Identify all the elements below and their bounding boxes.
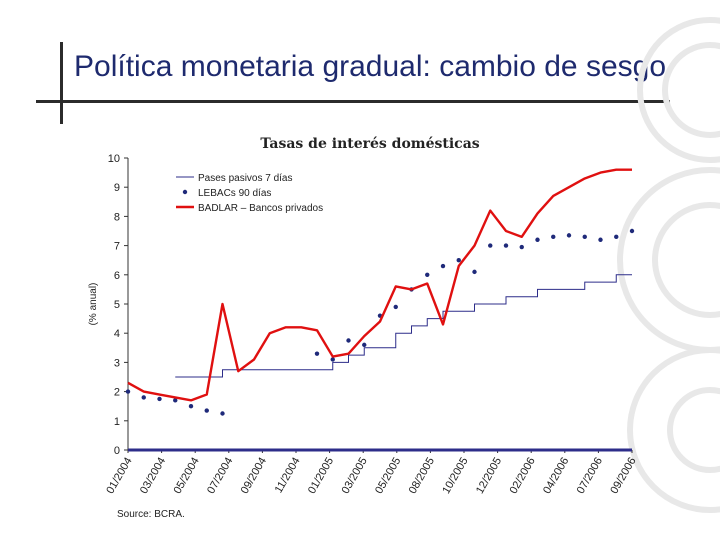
lebacs-90-dias-point [188, 404, 194, 409]
x-tick-label: 12/2005 [474, 456, 504, 496]
lebacs-90-dias-point [204, 408, 209, 413]
lebacs-90-dias-point [362, 342, 367, 348]
lebacs-90-dias-point [346, 338, 351, 343]
x-tick-label: 07/2006 [575, 456, 605, 496]
legend-label: LEBACs 90 días [198, 188, 271, 199]
x-tick-label: 09/2004 [239, 456, 269, 496]
bcra-emblem-watermark [617, 17, 720, 513]
lebacs-90-dias-point [330, 357, 335, 362]
lebacs-90-dias-point [125, 389, 131, 394]
badlar-bancos-privados-line [127, 168, 632, 402]
y-tick-label: 3 [114, 357, 120, 369]
lebacs-90-dias-point [629, 228, 635, 234]
y-tick-label: 10 [108, 153, 120, 165]
y-tick-label: 8 [114, 211, 120, 223]
lebacs-90-dias-point [456, 258, 461, 263]
lebacs-90-dias-point [141, 395, 146, 400]
x-tick-label: 07/2004 [205, 456, 235, 496]
x-tick-label: 01/2005 [306, 456, 336, 496]
lebacs-90-dias-point [314, 351, 320, 356]
y-tick-label: 4 [114, 328, 120, 340]
legend-label: BADLAR – Bancos privados [198, 203, 323, 214]
lebacs-90-dias-point [440, 263, 446, 269]
y-axis-label: (% anual) [88, 283, 99, 326]
lebacs-90-dias-point [503, 243, 509, 248]
lebacs-90-dias-point [614, 234, 619, 240]
slide-title: Política monetaria gradual: cambio de se… [74, 50, 667, 83]
x-tick-label: 08/2005 [407, 456, 437, 496]
lebacs-90-dias-point [519, 244, 524, 250]
lebacs-90-dias-point [472, 269, 477, 275]
y-tick-label: 5 [114, 299, 120, 311]
lebacs-90-dias-point [173, 398, 178, 403]
y-tick-label: 6 [114, 270, 120, 282]
lebacs-90-dias-point [393, 304, 398, 310]
x-tick-label: 11/2004 [273, 456, 303, 496]
x-tick-label: 10/2005 [440, 456, 470, 496]
x-tick-label: 09/2006 [608, 456, 638, 496]
legend-swatch [182, 189, 188, 195]
x-tick-label: 04/2006 [541, 456, 571, 496]
lebacs-90-dias-point [566, 233, 572, 238]
source-note: Source: BCRA. [117, 509, 185, 520]
y-tick-label: 9 [114, 182, 120, 194]
title-vertical-rule [60, 42, 63, 124]
x-tick-label: 05/2004 [172, 456, 202, 496]
y-tick-label: 2 [114, 387, 120, 399]
lebacs-90-dias-point [598, 237, 603, 242]
x-tick-label: 01/2004 [104, 456, 134, 496]
y-tick-label: 7 [114, 241, 120, 253]
pases-pasivos-7-dias-nivel-line [175, 274, 632, 378]
lebacs-90-dias-point [582, 234, 587, 240]
lebacs-90-dias-point [425, 272, 430, 277]
x-tick-label: 05/2005 [373, 456, 403, 496]
lebacs-90-dias-point [488, 243, 493, 248]
x-tick-label: 03/2004 [138, 456, 168, 496]
x-tick-label: 02/2006 [508, 456, 538, 496]
lebacs-90-dias-point [551, 234, 556, 240]
title-underline-rule [36, 100, 670, 103]
lebacs-90-dias-point [220, 411, 225, 416]
y-tick-label: 1 [114, 416, 120, 428]
legend-label: Pases pasivos 7 días [198, 173, 293, 184]
x-tick-label: 03/2005 [340, 456, 370, 496]
chart-title: Tasas de interés domésticas [260, 136, 480, 152]
lebacs-90-dias-point [157, 396, 162, 402]
lebacs-90-dias-point [535, 237, 540, 242]
y-tick-label: 0 [114, 445, 120, 457]
